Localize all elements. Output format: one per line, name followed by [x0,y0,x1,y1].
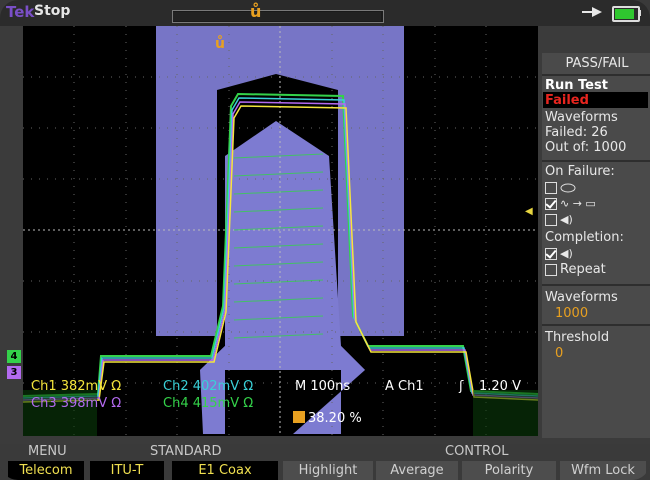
failure-beep-checkbox[interactable] [545,214,557,226]
noise-band-right [473,390,538,436]
tek-logo: Tek [6,3,35,21]
completion-beep-checkbox[interactable] [545,248,557,260]
menu-telecom-button[interactable]: Telecom [8,461,84,480]
speaker-icon: ◀) [560,213,573,226]
mask-bottom [23,346,538,436]
failure-save-waveform-checkbox[interactable] [545,198,557,210]
mask-e1-coax-button[interactable]: E1 Coax [172,461,278,480]
timebase-readout: M 100ns [295,379,351,394]
polarity-button[interactable]: Polarity [462,461,556,480]
ch4-trace [22,92,539,397]
battery-icon [612,6,640,22]
noise-band-left [23,390,97,436]
failure-save-image-checkbox[interactable] [545,182,557,194]
ch1-readout: Ch1 382mV Ω [31,379,122,394]
on-failure-label: On Failure: [545,164,615,179]
standard-label: STANDARD [150,444,222,459]
trigger-position-readout: 38.20 % [293,411,362,426]
waveform-plot: ů ◀ [22,26,539,436]
graticule-axes [23,26,538,436]
ch3-readout: Ch3 398mV Ω [31,396,122,411]
run-test-button[interactable]: Run Test [545,78,608,93]
waveforms-failed-label: Waveforms [545,110,618,125]
repeat-label: Repeat [560,262,606,277]
ac-power-icon [582,7,602,17]
ch2-readout: Ch2 402mV Ω [163,379,254,394]
trigger-level-readout: 1.20 V [479,379,521,394]
waveforms-setting-value: 1000 [555,306,589,321]
threshold-setting-label[interactable]: Threshold [545,330,610,345]
record-view-bar [172,10,384,23]
status-failed: Failed [545,93,589,108]
trigger-source-readout: A Ch1 [385,379,424,394]
waveform-traces [22,92,539,436]
average-button[interactable]: Average [376,461,458,480]
mask-bottom-fill [200,346,365,434]
trigger-marker-icon: ů [215,35,225,52]
threshold-setting-value: 0 [555,346,564,361]
highlight-button[interactable]: Highlight [283,461,373,480]
status-failed-box [543,92,648,108]
ch1-trace [22,105,539,403]
control-label: CONTROL [445,444,509,459]
ch3-trace [22,101,539,401]
standard-itu-button[interactable]: ITU-T [90,461,164,480]
waveform-to-file-icon: ∿ → ▭ [560,197,596,210]
trigger-position-icon: ů [250,2,262,21]
repeat-checkbox[interactable] [545,264,557,276]
menu-label: MENU [28,444,67,459]
waveforms-setting-label[interactable]: Waveforms [545,290,618,305]
ch4-readout: Ch4 415mV Ω [163,396,254,411]
completion-label: Completion: [545,230,624,245]
ch2-trace [22,97,539,399]
failed-count: Failed: 26 [545,125,608,140]
panel-title: PASS/FAIL [565,56,629,71]
trigger-position-value: 38.20 % [308,411,362,426]
record-window [173,12,381,21]
waveform-display[interactable]: ů ◀ Ch1 382mV Ω Ch2 402mV Ω Ch3 398mV Ω … [22,26,539,436]
status-bar: Tek Stop ů [0,0,650,26]
ch3-ground-marker: 3 [7,366,21,379]
camera-icon [560,183,576,193]
pass-fail-panel [542,53,650,438]
trigger-slope-icon: ʃ [459,379,464,394]
out-of-count: Out of: 1000 [545,140,627,155]
ch4-ground-marker: 4 [7,350,21,363]
battery-tip [638,10,641,16]
trigger-level-arrow-icon: ◀ [525,206,533,217]
completion-speaker-icon: ◀) [560,247,573,260]
run-state: Stop [34,3,71,19]
trigger-position-badge-icon [293,411,305,423]
wfm-lock-button[interactable]: Wfm Lock [560,461,646,480]
